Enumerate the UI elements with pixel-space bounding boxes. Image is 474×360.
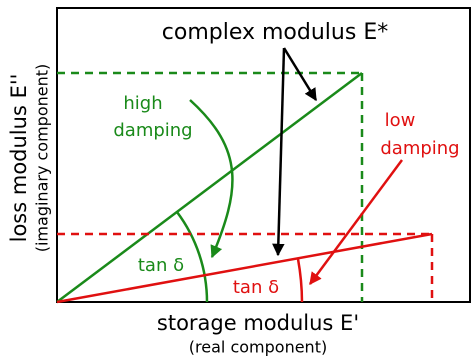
- low-damping-label: low: [385, 110, 416, 131]
- y-axis-sublabel: (imaginary component): [33, 64, 52, 253]
- angle-label: tan δ: [138, 255, 184, 276]
- low-damping-label: damping: [380, 138, 459, 159]
- plot-frame: [56, 7, 471, 303]
- x-axis-label: storage modulus E': [157, 311, 359, 335]
- low-damping-lines: [56, 159, 434, 304]
- y-axis-label: loss modulus E'': [7, 74, 31, 243]
- complex-modulus-arrows: [272, 47, 318, 257]
- high-damping-lines: [56, 71, 364, 303]
- angle-label: tan δ: [233, 277, 279, 298]
- high-damping-label: damping: [113, 120, 192, 141]
- high-damping-label: high: [123, 93, 162, 114]
- x-axis-sublabel: (real component): [189, 338, 327, 357]
- title: complex modulus E*: [162, 20, 388, 45]
